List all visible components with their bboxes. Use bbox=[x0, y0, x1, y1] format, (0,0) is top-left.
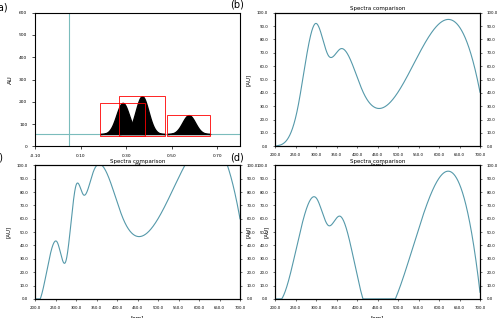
Title: Spectra comparison: Spectra comparison bbox=[350, 6, 405, 11]
Bar bbox=[168, 115, 210, 136]
Y-axis label: [AU]: [AU] bbox=[246, 226, 252, 238]
Text: (b): (b) bbox=[230, 0, 244, 9]
X-axis label: [nm]: [nm] bbox=[371, 163, 384, 168]
X-axis label: [nm]: [nm] bbox=[371, 315, 384, 318]
Y-axis label: AU: AU bbox=[8, 75, 14, 84]
Y-axis label: [AU]: [AU] bbox=[246, 73, 252, 86]
Bar bbox=[100, 103, 145, 136]
Text: (d): (d) bbox=[230, 152, 243, 162]
Y-axis label: [AU]: [AU] bbox=[6, 226, 12, 238]
Bar bbox=[120, 96, 164, 136]
Text: (a): (a) bbox=[0, 2, 8, 12]
X-axis label: Rf: Rf bbox=[134, 163, 140, 169]
X-axis label: [nm]: [nm] bbox=[131, 315, 144, 318]
Y-axis label: [AU]: [AU] bbox=[264, 226, 269, 238]
Text: (c): (c) bbox=[0, 152, 3, 162]
Title: Spectra comparison: Spectra comparison bbox=[350, 159, 405, 163]
Title: Spectra comparison: Spectra comparison bbox=[110, 159, 165, 163]
